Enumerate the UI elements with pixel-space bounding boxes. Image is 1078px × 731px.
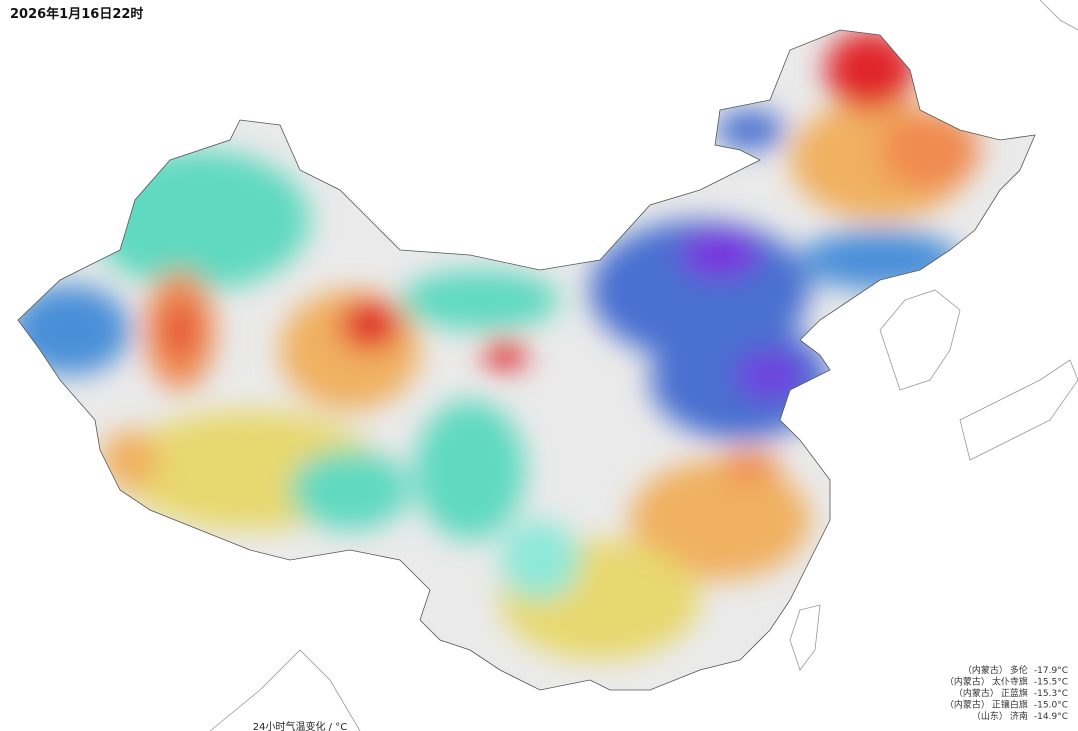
ranking-region: （内蒙古） [945,699,990,711]
ranking-value: -15.3°C [1034,689,1068,699]
ranking-list: （内蒙古） 多伦 -17.9°C（内蒙古） 太仆寺旗 -15.5°C（内蒙古） 正蓝旗 -1… [945,664,1068,722]
neighbors [209,0,1078,731]
ranking-station: 正镶白旗 [992,699,1028,711]
ranking-row: （内蒙古） 多伦 -17.9°C [963,664,1068,676]
ranking-station: 太仆寺旗 [992,676,1028,688]
ranking-value: -15.5°C [1034,678,1068,688]
ranking-row: （内蒙古） 正蓝旗 -15.3°C [954,687,1068,699]
ranking-region: （内蒙古） [954,687,999,699]
ranking-value: -14.9°C [1034,712,1068,722]
ranking-station: 济南 [1010,710,1028,722]
ranking-station: 多伦 [1010,664,1028,676]
ranking-row: （内蒙古） 正镶白旗 -15.0°C [945,699,1068,711]
ranking-region: （山东） [972,710,1008,722]
ranking-region: （内蒙古） [945,676,990,688]
map-title: 2026年1月16日22时 [10,6,143,22]
ranking-row: （内蒙古） 太仆寺旗 -15.5°C [945,676,1068,688]
ranking-region: （内蒙古） [963,664,1008,676]
ranking-value: -15.0°C [1034,701,1068,711]
ranking-value: -17.9°C [1034,666,1068,676]
legend-title: 24小时气温变化 / °C [253,720,347,731]
ranking-station: 正蓝旗 [1001,687,1028,699]
ranking-row: （山东） 济南 -14.9°C [972,710,1068,722]
